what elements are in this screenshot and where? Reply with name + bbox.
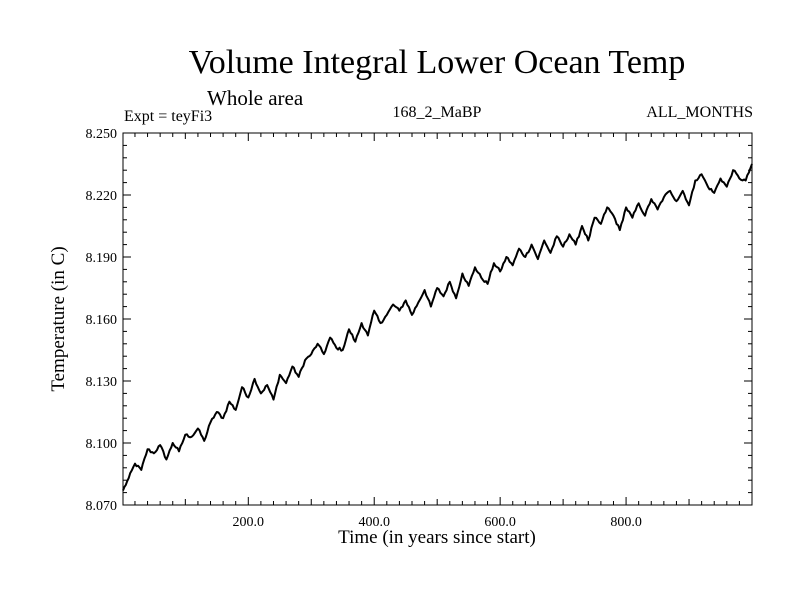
y-tick-label: 8.100 — [86, 437, 118, 452]
y-tick-label: 8.070 — [86, 499, 118, 514]
run-label: 168_2_MaBP — [392, 104, 482, 121]
y-axis-label: Temperature (in C) — [48, 246, 69, 391]
chart-subtitle: Whole area — [207, 86, 304, 110]
y-tick-label: 8.190 — [86, 251, 118, 266]
experiment-label: Expt = teyFi3 — [124, 108, 213, 125]
x-tick-label: 600.0 — [484, 515, 516, 530]
period-label: ALL_MONTHS — [646, 104, 753, 121]
x-tick-label: 400.0 — [358, 515, 390, 530]
x-axis-label: Time (in years since start) — [338, 527, 536, 548]
plot-frame — [122, 132, 753, 506]
y-tick-label: 8.220 — [86, 189, 118, 204]
series-line — [122, 163, 753, 491]
x-tick-label: 800.0 — [610, 515, 642, 530]
y-tick-label: 8.160 — [86, 313, 118, 328]
y-tick-label: 8.250 — [86, 127, 118, 142]
y-tick-label: 8.130 — [86, 375, 118, 390]
chart-title: Volume Integral Lower Ocean Temp — [188, 44, 686, 81]
x-tick-label: 200.0 — [233, 515, 265, 530]
